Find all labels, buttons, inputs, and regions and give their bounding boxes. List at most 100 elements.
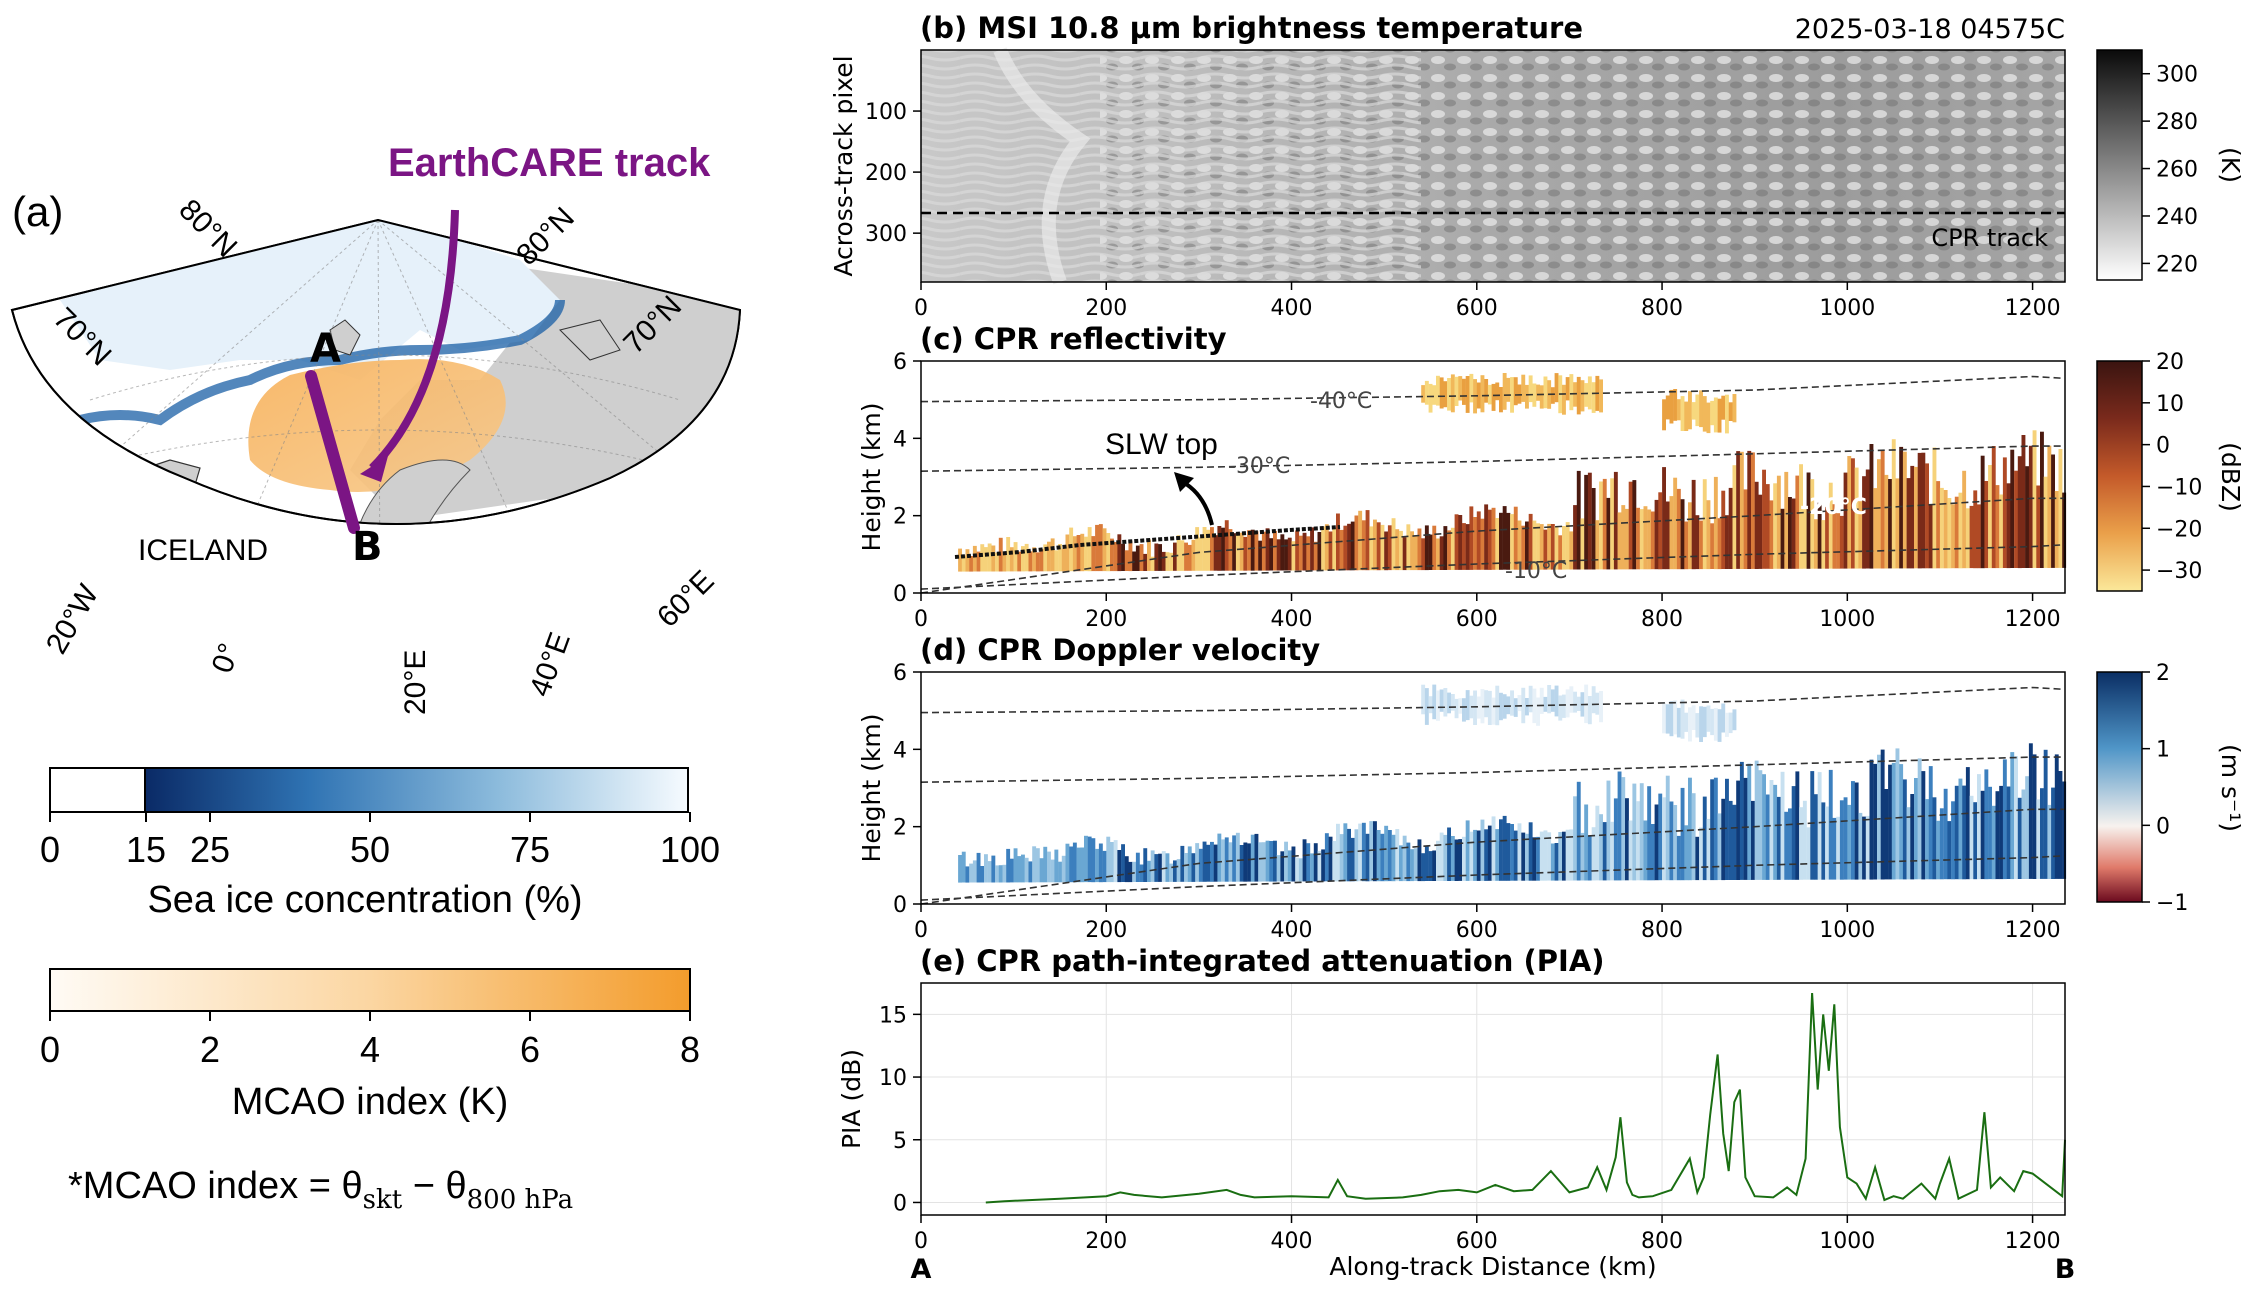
field-column	[1625, 508, 1629, 570]
field-column	[1536, 836, 1540, 881]
field-column-upper	[1676, 399, 1681, 421]
reflectivity-field	[958, 373, 2067, 572]
panel-b: (b) MSI 10.8 µm brightness temperature 2…	[829, 11, 2242, 321]
field-column	[1839, 515, 1844, 569]
field-column	[1684, 521, 1689, 570]
field-column-upper	[1536, 384, 1540, 401]
field-column	[1069, 527, 1074, 572]
panel-b-colorbar	[2096, 49, 2143, 281]
field-column	[1688, 502, 1692, 570]
field-column	[2025, 776, 2030, 879]
field-column	[1117, 534, 1122, 572]
panel-e-axes: 0 200 400 600 800 1000 1200 0 5 10 15	[879, 1003, 2061, 1254]
field-column	[1413, 848, 1418, 881]
field-column	[1002, 864, 1007, 883]
field-column-upper	[1599, 379, 1603, 413]
field-column	[1187, 544, 1192, 571]
field-column	[1591, 488, 1596, 570]
field-column	[1565, 829, 1570, 881]
field-column	[1361, 822, 1366, 882]
field-column-upper	[1513, 377, 1518, 406]
field-column	[1410, 531, 1414, 571]
field-column-upper	[1517, 384, 1522, 404]
field-column	[1302, 839, 1307, 882]
field-column	[1613, 471, 1618, 570]
field-column-upper	[1458, 376, 1463, 401]
field-column	[2017, 456, 2022, 569]
field-column-upper	[1580, 380, 1585, 412]
field-column	[1135, 545, 1140, 571]
field-column	[1562, 831, 1566, 881]
end-label-b: B	[2055, 1254, 2076, 1285]
slw-arrow-head-icon	[1174, 472, 1194, 492]
x-tick-label: 0	[914, 1229, 928, 1254]
field-column	[1995, 485, 2000, 569]
field-column-upper	[1706, 402, 1711, 434]
panel-b-ylabel: Across-track pixel	[829, 55, 858, 276]
field-column	[1350, 837, 1355, 882]
field-column	[1584, 804, 1589, 881]
field-column	[1843, 472, 1848, 569]
field-column	[1877, 754, 1881, 880]
field-column-upper	[1539, 687, 1544, 714]
panel-b-colorbar-label: (K)	[2216, 147, 2242, 183]
field-column	[1447, 827, 1451, 881]
field-column	[1547, 523, 1552, 570]
field-column-upper	[1710, 400, 1715, 426]
field-column	[2036, 485, 2041, 568]
field-column	[1306, 536, 1311, 571]
field-column	[1880, 749, 1885, 880]
field-column	[1454, 839, 1459, 881]
field-column	[1436, 840, 1440, 881]
field-column-upper	[1528, 685, 1533, 713]
field-column-upper	[1495, 382, 1500, 401]
field-column	[1621, 777, 1626, 881]
colorbar-tick-label: 220	[2156, 252, 2198, 277]
field-column	[1050, 538, 1055, 572]
field-column-upper	[1502, 373, 1507, 410]
field-column	[1654, 804, 1659, 881]
y-tick-label: 0	[893, 582, 907, 607]
field-column	[1247, 843, 1251, 882]
field-column-upper	[1573, 691, 1577, 713]
field-column	[1198, 537, 1203, 571]
x-tick-label: 1200	[2005, 918, 2061, 943]
field-column	[1917, 452, 1922, 569]
field-column-upper	[1728, 402, 1733, 421]
field-column	[1102, 850, 1107, 883]
field-column	[1458, 839, 1463, 881]
field-column	[1662, 467, 1666, 570]
field-column	[1295, 857, 1300, 882]
track-pointer-arrow	[369, 209, 459, 471]
field-column	[1161, 851, 1166, 882]
field-column	[1439, 832, 1444, 881]
field-column	[969, 863, 974, 883]
field-column	[1639, 783, 1644, 881]
colorbar-tick-label: 260	[2156, 158, 2198, 183]
field-column	[1361, 520, 1366, 571]
field-column-upper	[1487, 384, 1492, 405]
field-column	[1547, 832, 1552, 881]
field-column	[1877, 459, 1881, 569]
x-tick-label: 200	[1085, 1229, 1127, 1254]
field-column	[1995, 791, 2000, 880]
field-column-upper	[1725, 394, 1729, 434]
field-column	[1825, 506, 1829, 569]
field-column	[1287, 537, 1292, 571]
field-column	[1747, 450, 1752, 569]
field-column-upper	[1562, 694, 1566, 718]
field-column	[2047, 445, 2052, 568]
field-column-upper	[1717, 398, 1722, 433]
field-column-upper	[1450, 694, 1455, 711]
field-column	[1769, 500, 1774, 569]
field-column-upper	[1710, 708, 1715, 736]
colorbar-tick-label: 1	[2156, 738, 2170, 763]
lon-label-2: 0°	[206, 639, 247, 677]
field-column-upper	[1728, 712, 1733, 734]
field-column-upper	[1432, 684, 1437, 720]
field-column	[1276, 539, 1281, 571]
field-column	[1009, 547, 1014, 572]
field-column	[1058, 544, 1062, 572]
field-column-upper	[1684, 712, 1689, 732]
field-column	[1121, 543, 1125, 571]
